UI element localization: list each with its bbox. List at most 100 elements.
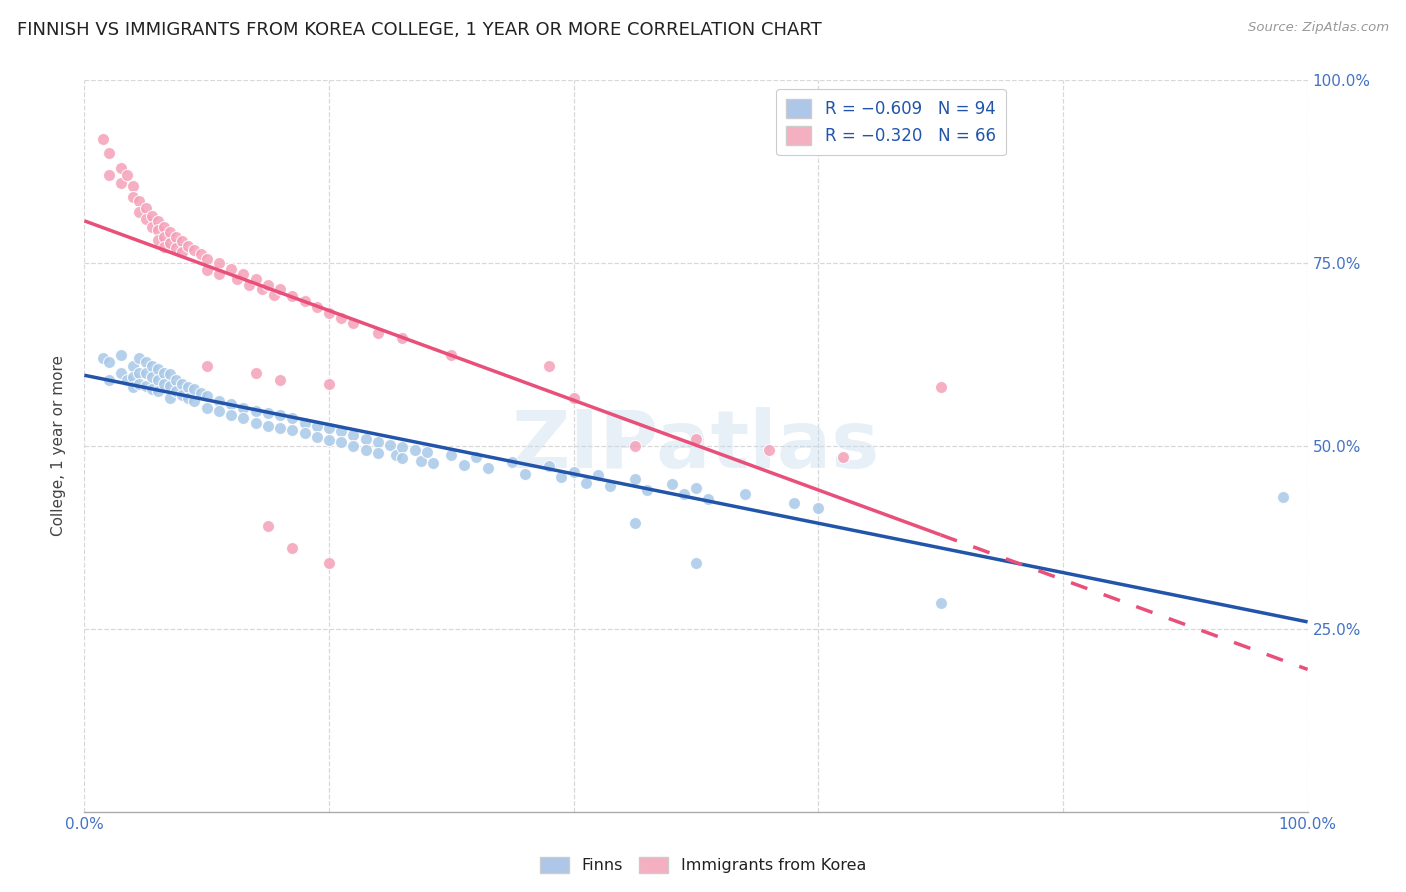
- Point: [128, 205, 150, 219]
- Point: [575, 475, 598, 490]
- Point: [385, 448, 408, 462]
- Text: FINNISH VS IMMIGRANTS FROM KOREA COLLEGE, 1 YEAR OR MORE CORRELATION CHART: FINNISH VS IMMIGRANTS FROM KOREA COLLEGE…: [17, 21, 821, 38]
- Point: [294, 294, 316, 309]
- Point: [110, 176, 132, 190]
- Point: [758, 442, 780, 457]
- Point: [208, 267, 231, 281]
- Point: [624, 516, 647, 530]
- Point: [159, 225, 181, 239]
- Point: [269, 373, 291, 387]
- Point: [305, 430, 328, 444]
- Point: [422, 456, 444, 470]
- Point: [342, 439, 364, 453]
- Point: [672, 486, 695, 500]
- Point: [159, 368, 181, 382]
- Point: [281, 423, 304, 437]
- Point: [153, 219, 176, 234]
- Point: [177, 380, 200, 394]
- Point: [257, 519, 280, 533]
- Point: [269, 421, 291, 435]
- Point: [734, 486, 756, 500]
- Point: [172, 245, 194, 260]
- Point: [190, 386, 212, 401]
- Point: [141, 209, 163, 223]
- Point: [263, 288, 285, 302]
- Point: [599, 479, 621, 493]
- Point: [208, 404, 231, 418]
- Point: [342, 428, 364, 442]
- Point: [929, 380, 952, 394]
- Point: [128, 366, 150, 380]
- Point: [91, 351, 114, 366]
- Point: [97, 373, 120, 387]
- Point: [318, 556, 340, 570]
- Point: [281, 541, 304, 556]
- Point: [440, 448, 463, 462]
- Point: [141, 369, 163, 384]
- Point: [165, 373, 187, 387]
- Point: [141, 382, 163, 396]
- Point: [141, 219, 163, 234]
- Point: [97, 146, 120, 161]
- Point: [141, 359, 163, 373]
- Point: [550, 469, 572, 483]
- Point: [636, 483, 658, 497]
- Legend: R = −0.609   N = 94, R = −0.320   N = 66: R = −0.609 N = 94, R = −0.320 N = 66: [776, 88, 1005, 155]
- Point: [624, 472, 647, 486]
- Point: [367, 446, 389, 460]
- Legend: Finns, Immigrants from Korea: Finns, Immigrants from Korea: [534, 850, 872, 880]
- Point: [195, 359, 218, 373]
- Point: [245, 404, 267, 418]
- Point: [416, 445, 439, 459]
- Point: [245, 272, 267, 286]
- Point: [219, 409, 242, 423]
- Point: [502, 455, 524, 469]
- Point: [391, 331, 413, 345]
- Point: [929, 596, 952, 610]
- Point: [330, 310, 353, 325]
- Point: [281, 289, 304, 303]
- Point: [122, 359, 145, 373]
- Point: [330, 425, 353, 439]
- Point: [238, 278, 260, 293]
- Point: [122, 380, 145, 394]
- Point: [159, 379, 181, 393]
- Point: [685, 556, 707, 570]
- Point: [354, 432, 377, 446]
- Point: [172, 234, 194, 248]
- Point: [257, 406, 280, 420]
- Point: [208, 393, 231, 408]
- Point: [538, 359, 561, 373]
- Point: [685, 432, 707, 446]
- Point: [165, 229, 187, 244]
- Point: [110, 347, 132, 362]
- Point: [115, 169, 138, 183]
- Point: [183, 382, 205, 396]
- Point: [110, 161, 132, 175]
- Point: [257, 278, 280, 293]
- Point: [586, 468, 609, 483]
- Point: [257, 418, 280, 433]
- Point: [562, 465, 585, 479]
- Point: [110, 366, 132, 380]
- Point: [219, 396, 242, 410]
- Point: [783, 496, 806, 510]
- Point: [122, 179, 145, 194]
- Point: [294, 425, 316, 440]
- Point: [440, 347, 463, 362]
- Point: [128, 194, 150, 208]
- Point: [269, 282, 291, 296]
- Point: [135, 212, 157, 227]
- Point: [183, 393, 205, 408]
- Point: [281, 411, 304, 425]
- Point: [146, 233, 169, 247]
- Point: [269, 409, 291, 423]
- Point: [195, 401, 218, 415]
- Point: [177, 392, 200, 406]
- Point: [391, 441, 413, 455]
- Point: [354, 442, 377, 457]
- Point: [380, 437, 402, 451]
- Point: [146, 373, 169, 387]
- Point: [453, 458, 475, 472]
- Point: [208, 256, 231, 270]
